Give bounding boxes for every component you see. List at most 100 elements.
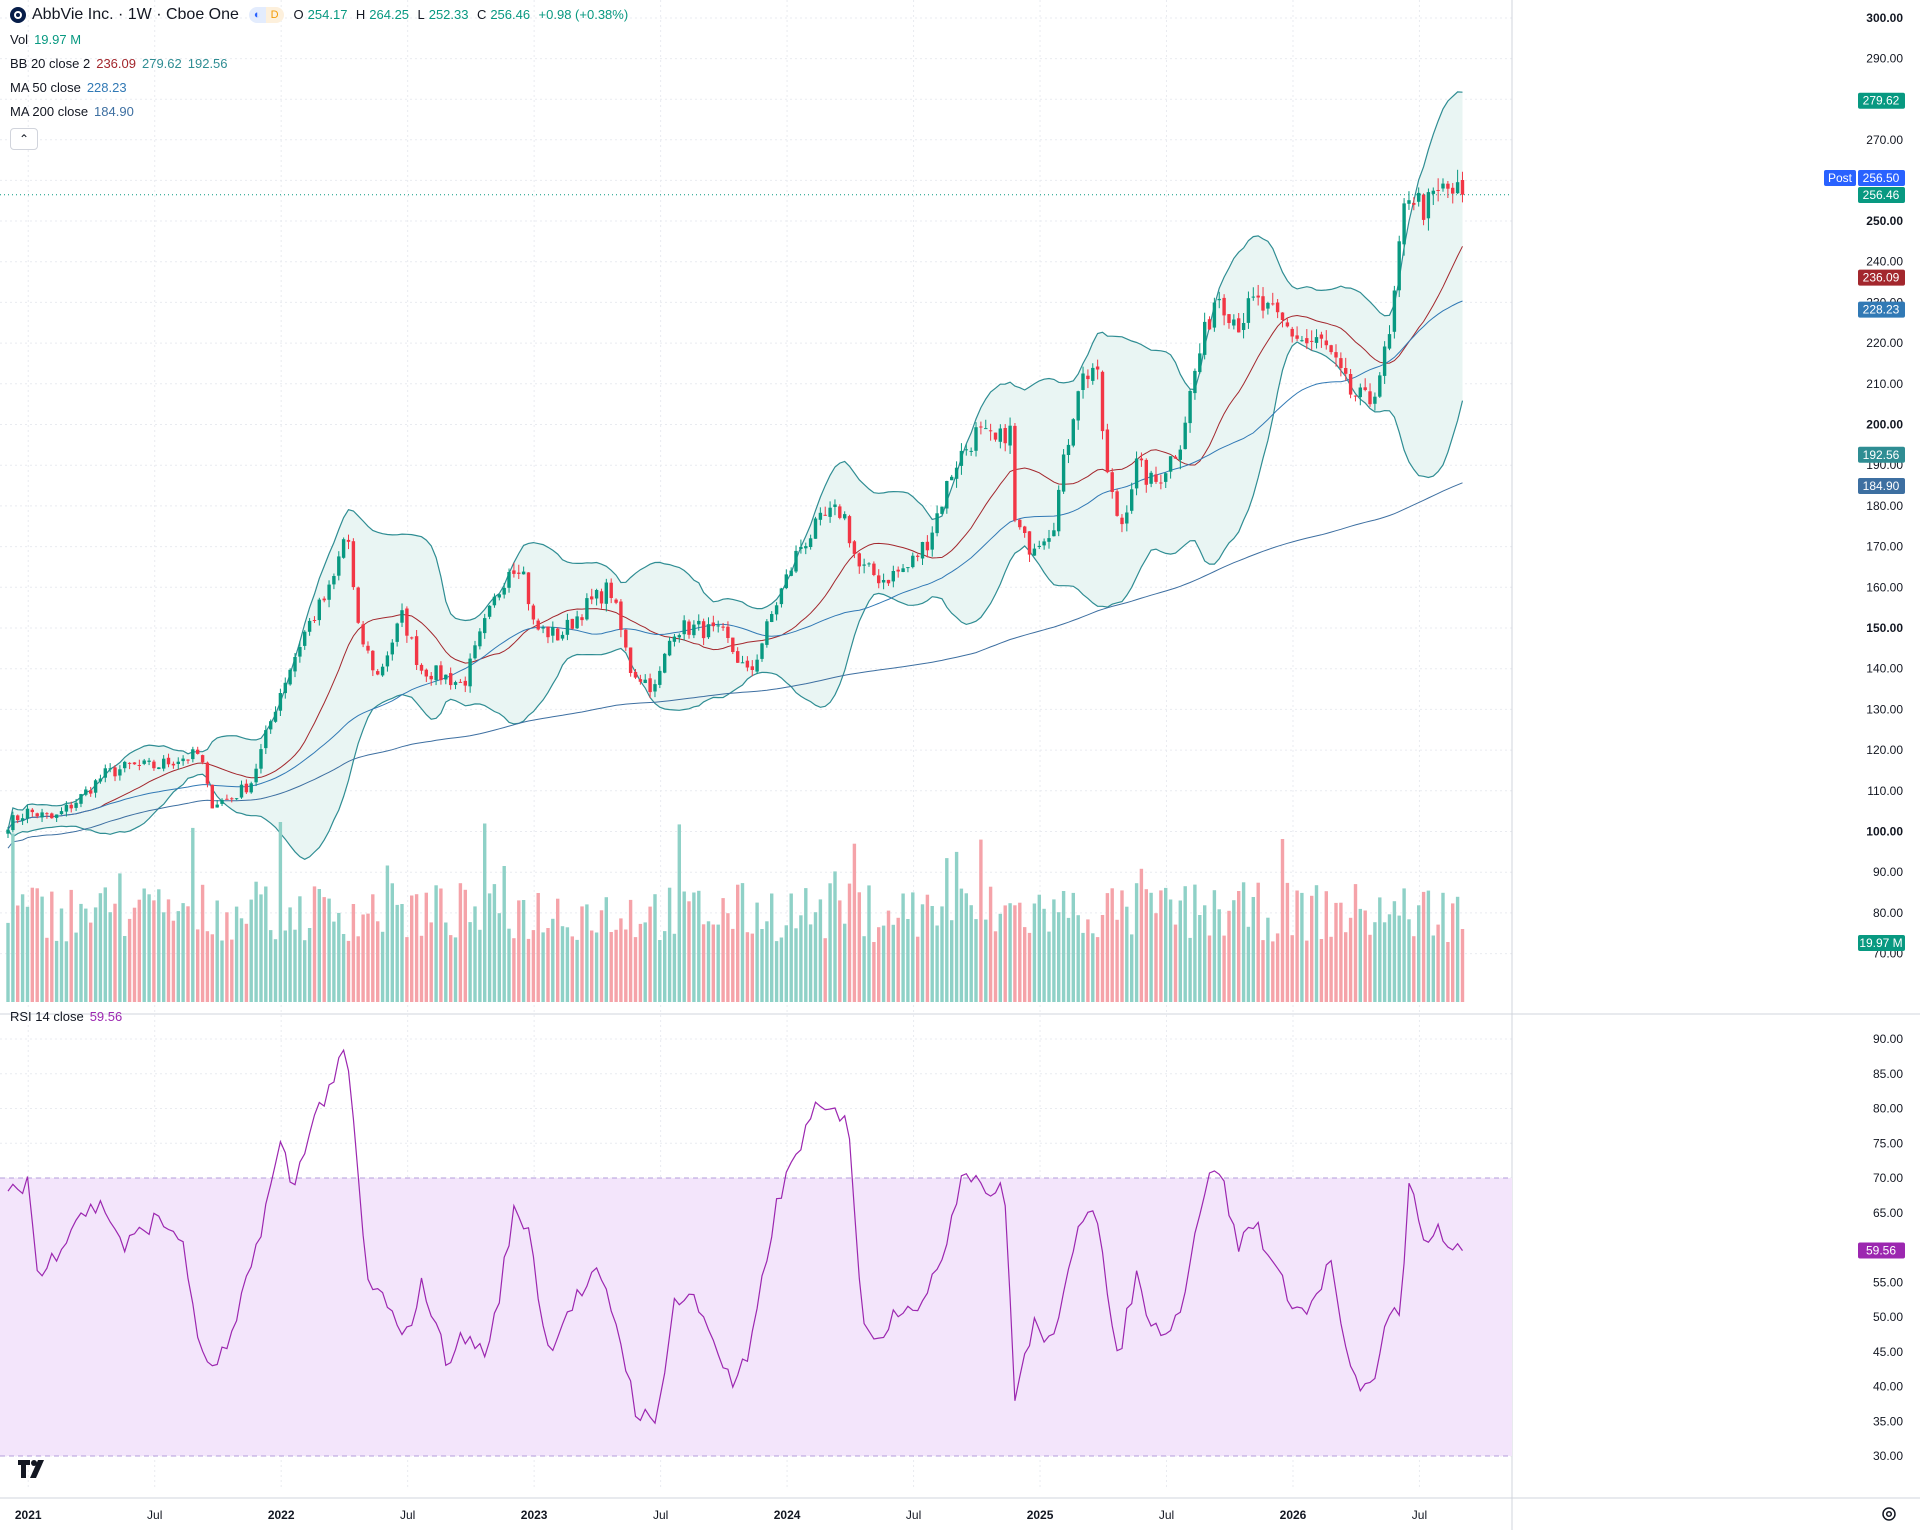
candle-body[interactable] <box>458 681 463 683</box>
candle-body[interactable] <box>789 570 793 576</box>
candle-body[interactable] <box>152 761 156 769</box>
candle-body[interactable] <box>132 762 137 765</box>
candle-body[interactable] <box>288 669 292 685</box>
candle-body[interactable] <box>191 749 195 760</box>
candle-body[interactable] <box>911 555 915 568</box>
candle-body[interactable] <box>1368 391 1372 405</box>
candlesticks[interactable] <box>0 169 1512 838</box>
collapse-legend-button[interactable]: ⌃ <box>10 128 38 150</box>
candle-body[interactable] <box>1173 456 1178 459</box>
candle-body[interactable] <box>341 539 346 558</box>
candle-body[interactable] <box>463 680 467 686</box>
candle-body[interactable] <box>560 634 565 639</box>
candle-body[interactable] <box>502 587 506 595</box>
candle-body[interactable] <box>1125 512 1129 524</box>
candle-body[interactable] <box>546 626 550 638</box>
candle-body[interactable] <box>667 640 672 656</box>
candle-body[interactable] <box>79 794 83 804</box>
candle-body[interactable] <box>877 575 881 584</box>
candle-body[interactable] <box>1324 340 1328 346</box>
candle-body[interactable] <box>1091 367 1095 381</box>
candle-body[interactable] <box>492 596 497 606</box>
candle-body[interactable] <box>1344 368 1348 374</box>
candle-body[interactable] <box>1232 319 1236 326</box>
candle-body[interactable] <box>512 570 516 574</box>
candle-body[interactable] <box>1154 474 1158 482</box>
candle-body[interactable] <box>1008 425 1012 446</box>
candle-body[interactable] <box>1164 473 1168 482</box>
candle-body[interactable] <box>794 550 798 572</box>
candle-body[interactable] <box>84 789 88 795</box>
candle-body[interactable] <box>818 512 823 520</box>
candle-body[interactable] <box>1266 302 1270 309</box>
candle-body[interactable] <box>906 567 910 569</box>
candle-body[interactable] <box>278 693 283 711</box>
candle-body[interactable] <box>799 546 803 549</box>
candle-body[interactable] <box>1353 395 1358 397</box>
candle-body[interactable] <box>444 674 448 680</box>
candle-body[interactable] <box>609 582 613 598</box>
candle-body[interactable] <box>740 662 745 664</box>
candle-body[interactable] <box>419 664 424 671</box>
candle-body[interactable] <box>594 590 599 599</box>
candle-body[interactable] <box>1086 375 1090 380</box>
candle-body[interactable] <box>804 546 808 549</box>
candle-body[interactable] <box>1115 491 1119 516</box>
ma50-legend[interactable]: MA 50 close 228.23 <box>10 79 127 97</box>
candle-body[interactable] <box>1149 472 1153 484</box>
candle-body[interactable] <box>590 596 594 600</box>
candle-body[interactable] <box>940 506 944 514</box>
candle-body[interactable] <box>439 665 443 681</box>
candle-body[interactable] <box>614 599 618 603</box>
candle-body[interactable] <box>711 622 715 627</box>
candle-body[interactable] <box>633 671 638 678</box>
candle-body[interactable] <box>551 627 555 636</box>
candle-body[interactable] <box>507 572 511 588</box>
candle-body[interactable] <box>1271 303 1275 305</box>
candle-body[interactable] <box>988 430 993 432</box>
candle-body[interactable] <box>765 621 769 645</box>
candle-body[interactable] <box>293 657 297 672</box>
candle-body[interactable] <box>405 608 409 636</box>
candle-body[interactable] <box>429 675 433 680</box>
candle-body[interactable] <box>701 621 706 639</box>
candle-body[interactable] <box>1446 183 1450 189</box>
candle-body[interactable] <box>137 765 141 766</box>
candle-body[interactable] <box>575 616 579 629</box>
candle-body[interactable] <box>901 568 905 572</box>
candle-body[interactable] <box>1392 290 1397 332</box>
candle-body[interactable] <box>283 682 287 694</box>
candle-body[interactable] <box>356 587 360 623</box>
candle-body[interactable] <box>672 636 677 642</box>
candle-body[interactable] <box>196 749 200 754</box>
candle-body[interactable] <box>1402 203 1406 245</box>
ma200-legend[interactable]: MA 200 close 184.90 <box>10 103 134 121</box>
candle-body[interactable] <box>298 647 302 657</box>
candle-body[interactable] <box>220 799 224 804</box>
candle-body[interactable] <box>1076 391 1080 421</box>
candle-body[interactable] <box>716 625 720 627</box>
candle-body[interactable] <box>1203 321 1207 355</box>
candle-body[interactable] <box>1305 338 1309 344</box>
candle-body[interactable] <box>1013 425 1017 521</box>
candle-body[interactable] <box>74 802 78 808</box>
candle-body[interactable] <box>1339 358 1343 368</box>
candle-body[interactable] <box>473 645 477 659</box>
candle-body[interactable] <box>896 569 900 572</box>
candle-body[interactable] <box>424 669 428 677</box>
candle-body[interactable] <box>1110 472 1114 492</box>
candle-body[interactable] <box>755 659 759 672</box>
candle-body[interactable] <box>1052 530 1056 537</box>
candle-body[interactable] <box>1246 298 1251 323</box>
candle-body[interactable] <box>244 783 249 793</box>
candle-body[interactable] <box>541 627 545 629</box>
candle-body[interactable] <box>930 532 934 550</box>
candle-body[interactable] <box>677 635 681 638</box>
candle-body[interactable] <box>624 629 628 648</box>
candle-body[interactable] <box>1237 318 1241 333</box>
candle-body[interactable] <box>1378 375 1382 397</box>
candle-body[interactable] <box>1295 335 1299 339</box>
candle-body[interactable] <box>1285 322 1290 327</box>
candle-body[interactable] <box>1057 489 1061 532</box>
candle-body[interactable] <box>843 514 847 519</box>
